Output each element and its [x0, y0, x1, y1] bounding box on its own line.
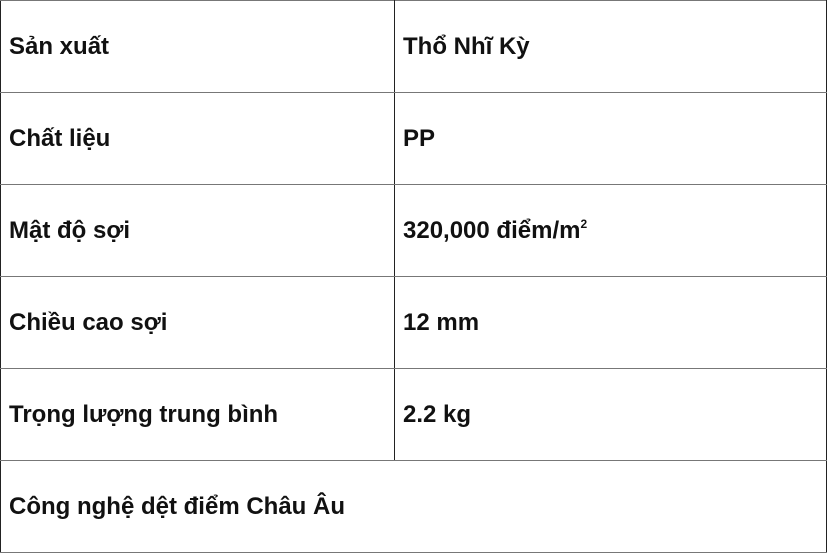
spec-value: 2.2 kg [394, 368, 827, 461]
spec-value: Thổ Nhĩ Kỳ [394, 0, 827, 93]
spec-label: Chiều cao sợi [0, 276, 395, 369]
spec-value-cell: 320,000 điểm/m2 [394, 184, 827, 277]
spec-value: 12 mm [394, 276, 827, 369]
superscript: 2 [580, 216, 588, 231]
table-row: Sản xuất Thổ Nhĩ Kỳ [0, 0, 827, 93]
table-row: Công nghệ dệt điểm Châu Âu [0, 460, 827, 553]
table-row: Chất liệu PP [0, 92, 827, 185]
spec-label: Sản xuất [0, 0, 395, 93]
spec-label: Chất liệu [0, 92, 395, 185]
spec-label: Trọng lượng trung bình [0, 368, 395, 461]
footer-note: Công nghệ dệt điểm Châu Âu [0, 460, 827, 553]
spec-value: PP [394, 92, 827, 185]
table-row: Trọng lượng trung bình 2.2 kg [0, 368, 827, 461]
spec-value: 320,000 điểm/m [403, 216, 581, 244]
table-row: Chiều cao sợi 12 mm [0, 276, 827, 369]
spec-label: Mật độ sợi [0, 184, 395, 277]
table-row: Mật độ sợi 320,000 điểm/m2 [0, 184, 827, 277]
